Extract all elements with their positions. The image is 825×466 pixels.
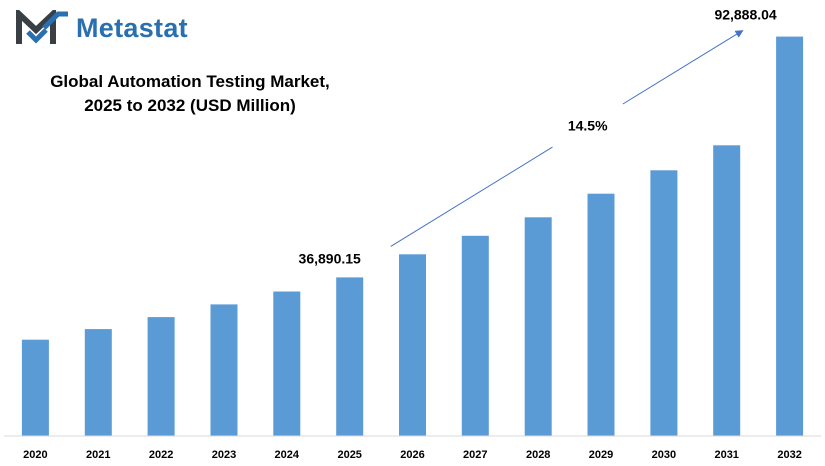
data-label-2032: 92,888.04 [714, 7, 776, 23]
chart-title-line-2: 2025 to 2032 (USD Million) [84, 96, 296, 115]
data-labels: 36,890.15 92,888.04 [299, 7, 777, 267]
x-tick-label-2023: 2023 [212, 449, 236, 461]
x-tick-label-2022: 2022 [149, 449, 173, 461]
x-tick-label-2021: 2021 [86, 449, 110, 461]
x-tick-label-2026: 2026 [400, 449, 424, 461]
bar-2024 [273, 291, 301, 436]
metastat-m-logo-icon [16, 10, 68, 44]
bar-2029 [587, 193, 615, 436]
cagr-arrow-line-end [622, 30, 744, 105]
bar-2031 [713, 145, 741, 437]
bar-2027 [461, 235, 489, 436]
x-tick-label-2031: 2031 [714, 449, 738, 461]
chart-title: Global Automation Testing Market, 2025 t… [0, 70, 380, 118]
x-tick-labels: 2020 2021 2022 2023 2024 2025 2026 2027 2028 2029… [23, 449, 802, 461]
x-tick-label-2030: 2030 [652, 449, 676, 461]
x-tick-label-2028: 2028 [526, 449, 550, 461]
data-label-2025: 36,890.15 [299, 250, 361, 266]
x-tick-label-2027: 2027 [463, 449, 487, 461]
x-tick-label-2032: 2032 [777, 449, 801, 461]
bar-2022 [147, 317, 175, 436]
bar-2021 [84, 329, 112, 436]
annotation-layer: 14.5% [390, 30, 744, 247]
bars-layer [21, 36, 804, 437]
bar-2030 [650, 170, 678, 437]
x-tick-label-2020: 2020 [23, 449, 47, 461]
bar-2026 [399, 254, 426, 436]
brand-name: Metastat [76, 13, 188, 43]
cagr-label: 14.5% [568, 118, 608, 134]
bar-2023 [210, 304, 238, 436]
chart-title-line-1: Global Automation Testing Market, [50, 72, 330, 91]
cagr-arrow-line-start [390, 146, 553, 247]
brand-logo: Metastat [16, 8, 188, 48]
x-tick-label-2024: 2024 [275, 449, 300, 461]
bar-2032 [776, 36, 804, 436]
bar-2028 [524, 217, 552, 436]
x-tick-label-2025: 2025 [337, 449, 361, 461]
bar-2020 [21, 339, 49, 436]
x-tick-label-2029: 2029 [589, 449, 613, 461]
bar-2025 [336, 277, 364, 436]
